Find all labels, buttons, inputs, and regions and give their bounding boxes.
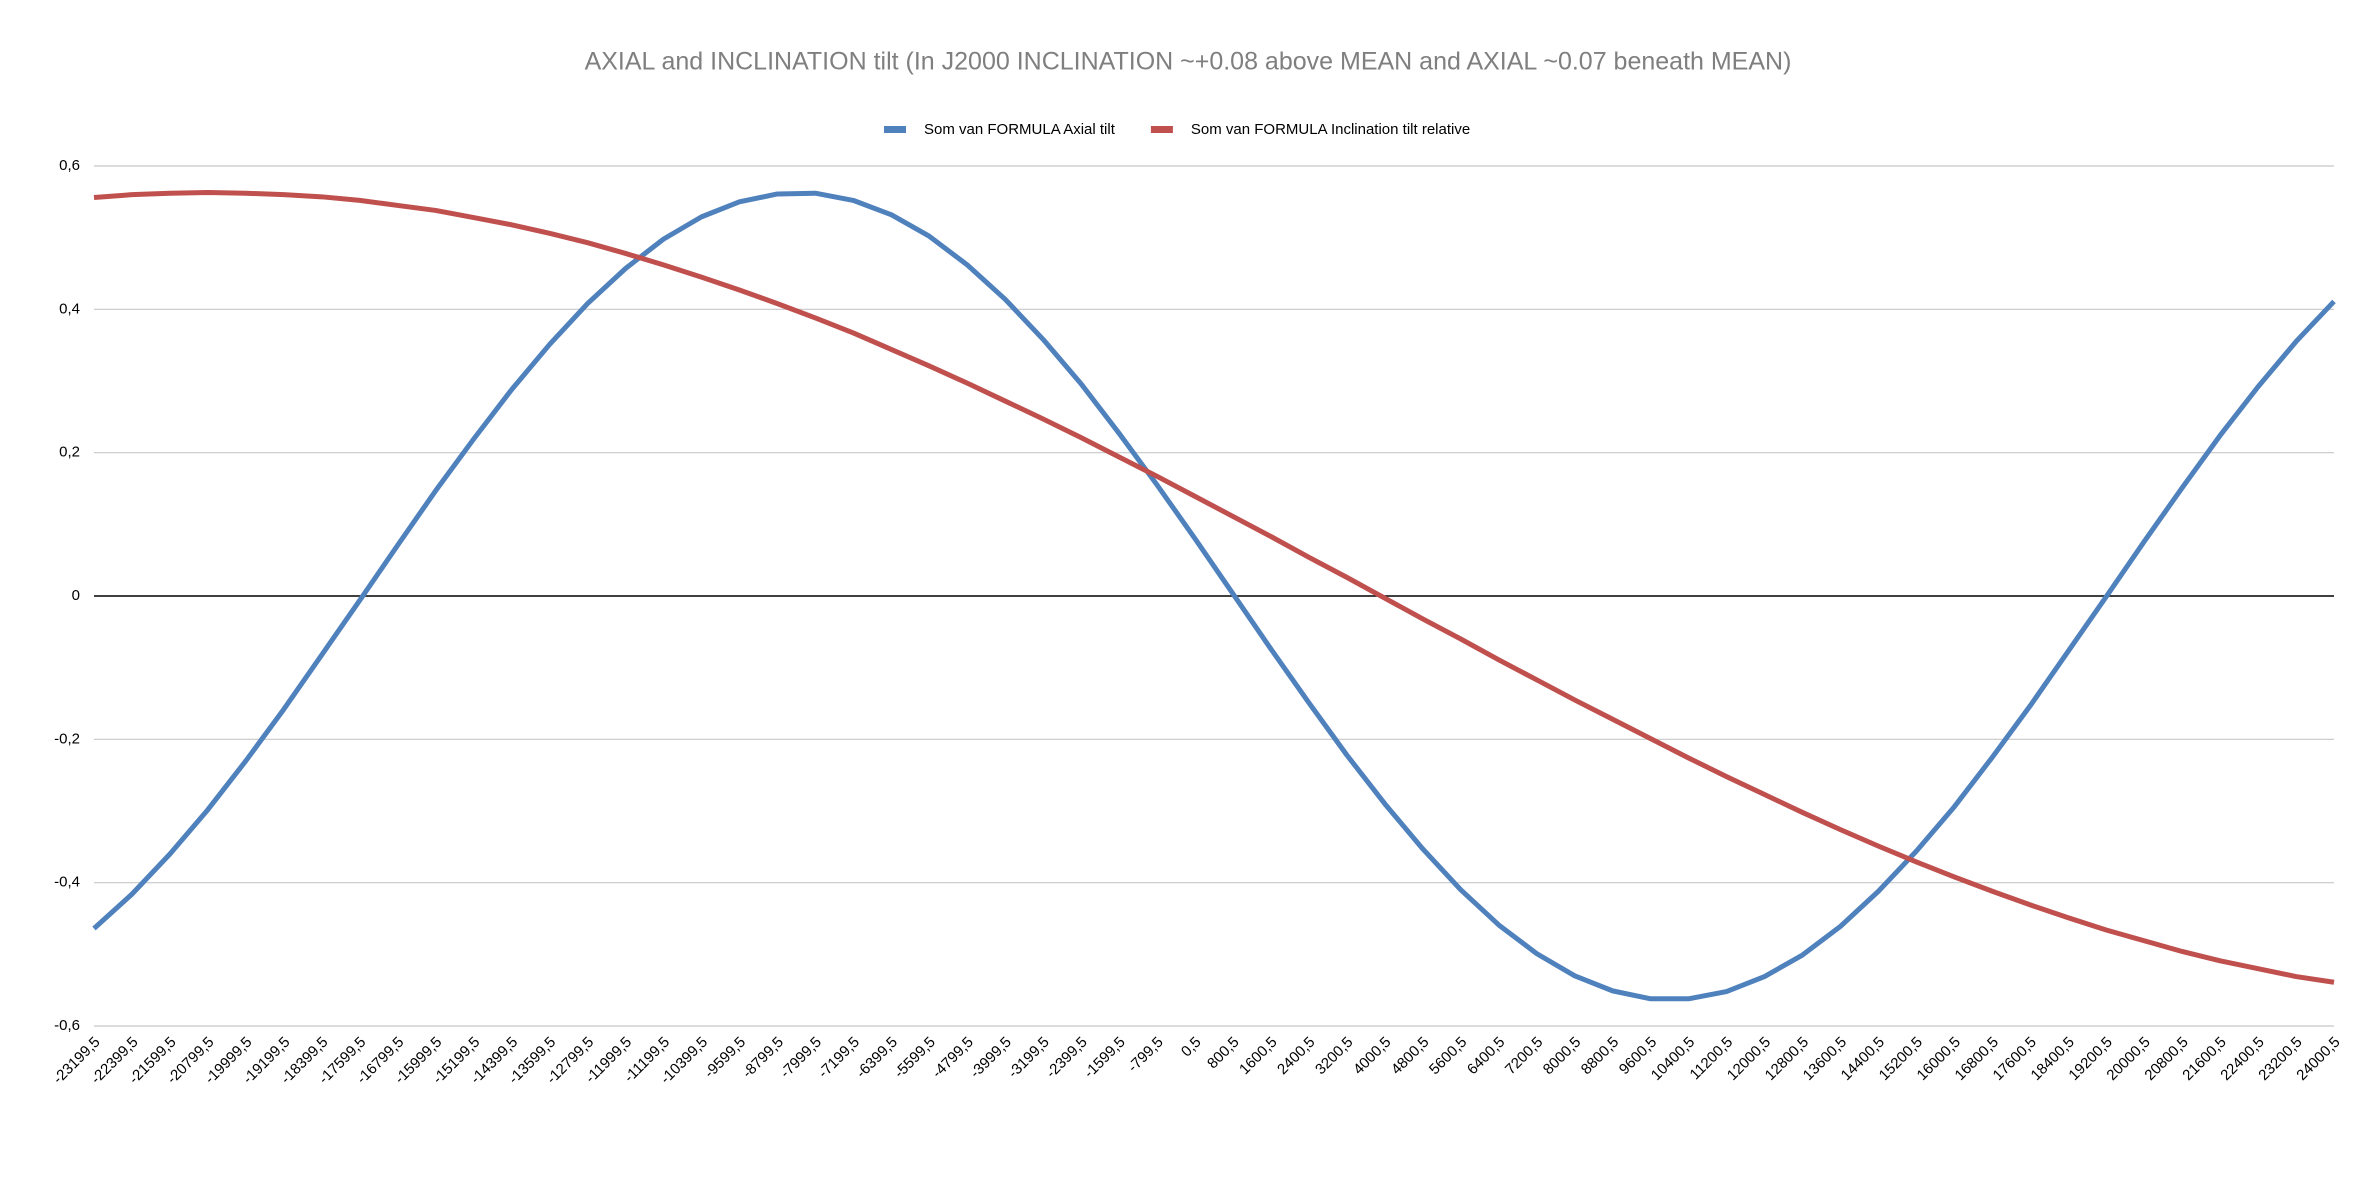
y-tick-label: 0,2 [59, 444, 80, 461]
y-tick-label: -0,2 [54, 730, 80, 747]
x-tick-label: 6400,5 [1464, 1034, 1508, 1078]
x-tick-label: 4000,5 [1350, 1034, 1394, 1078]
legend-swatch [1150, 126, 1173, 133]
legend-label: Som van FORMULA Inclination tilt relativ… [1191, 121, 1470, 138]
x-tick-label: -8799,5 [739, 1034, 787, 1082]
legend: Som van FORMULA Axial tilt Som van FORMUL… [884, 121, 1470, 138]
y-tick-label: 0,6 [59, 157, 80, 174]
series-line [92, 190, 2336, 1002]
x-tick-label: 7200,5 [1502, 1034, 1546, 1078]
y-tick-label: 0 [72, 587, 80, 604]
legend-label: Som van FORMULA Axial tilt [924, 121, 1116, 138]
x-tick-label: 3200,5 [1312, 1034, 1356, 1078]
y-tick-label: 0,4 [59, 300, 80, 317]
x-tick-label: 0,5 [1178, 1034, 1205, 1061]
x-tick-label: 5600,5 [1426, 1034, 1470, 1078]
x-tick-label: 8000,5 [1540, 1034, 1584, 1078]
x-tick-label: -5599,5 [891, 1034, 939, 1082]
x-tick-label: -3999,5 [967, 1034, 1015, 1082]
x-tick-label: -3199,5 [1005, 1034, 1053, 1082]
x-tick-label: -799,5 [1125, 1034, 1167, 1076]
x-tick-label: -9599,5 [701, 1034, 749, 1082]
series-line [93, 190, 2335, 985]
x-tick-label: -7199,5 [815, 1034, 863, 1082]
x-tick-label: 4800,5 [1388, 1034, 1432, 1078]
x-tick-label: 1600,5 [1236, 1034, 1280, 1078]
y-tick-label: -0,4 [54, 874, 80, 891]
x-tick-label: -4799,5 [929, 1034, 977, 1082]
x-tick-label: -6399,5 [853, 1034, 901, 1082]
chart-title: AXIAL and INCLINATION tilt (In J2000 INC… [585, 48, 1792, 76]
x-tick-label: -1599,5 [1081, 1034, 1129, 1082]
x-tick-label: 8800,5 [1578, 1034, 1622, 1078]
x-tick-label: -2399,5 [1043, 1034, 1091, 1082]
x-tick-label: 2400,5 [1274, 1034, 1318, 1078]
legend-swatch [884, 126, 906, 133]
y-tick-label: -0,6 [54, 1017, 80, 1034]
x-tick-label: -7999,5 [777, 1034, 825, 1082]
